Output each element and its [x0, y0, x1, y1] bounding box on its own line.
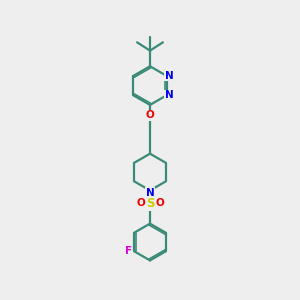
Text: S: S	[146, 197, 154, 210]
Text: N: N	[165, 71, 173, 81]
Text: N: N	[146, 188, 154, 198]
Text: N: N	[165, 90, 173, 100]
Text: O: O	[136, 198, 145, 208]
Text: O: O	[155, 198, 164, 208]
Text: F: F	[124, 246, 132, 256]
Text: O: O	[146, 110, 154, 120]
